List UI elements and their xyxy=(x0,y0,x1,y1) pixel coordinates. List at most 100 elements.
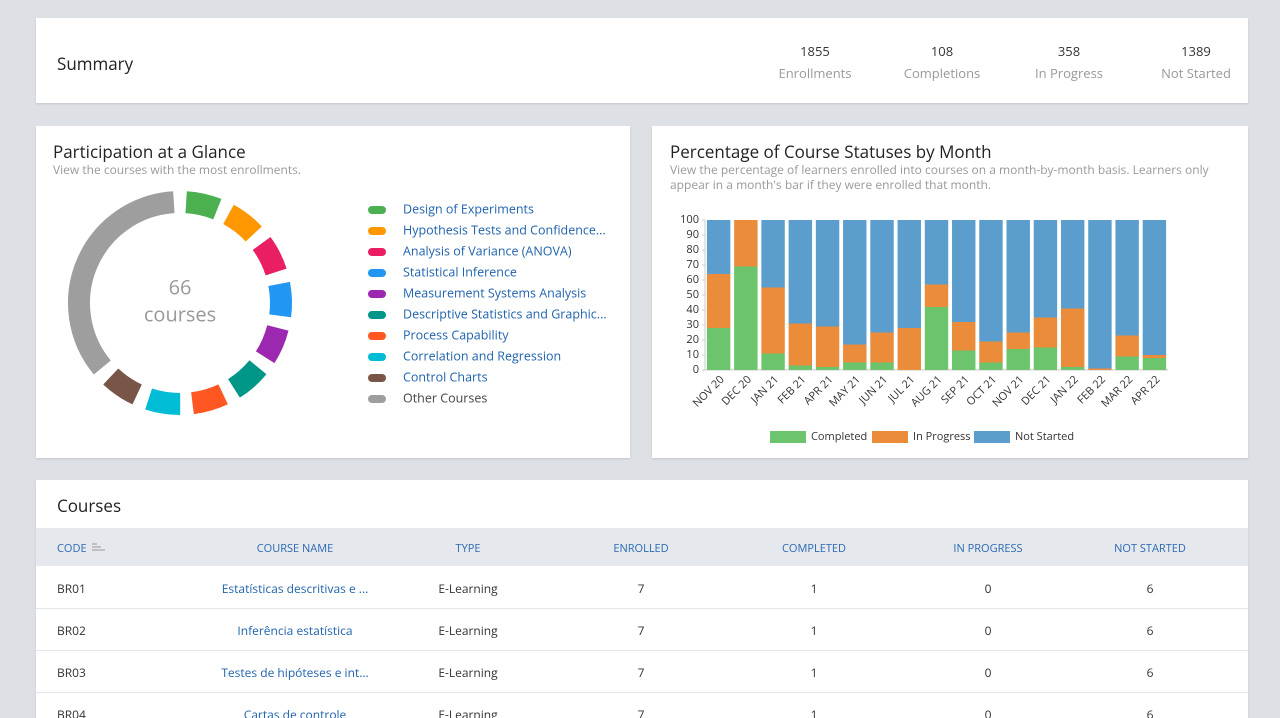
legend-swatch xyxy=(770,431,806,443)
y-tick-label: 90 xyxy=(686,227,699,242)
y-tick-label: 80 xyxy=(686,242,699,257)
y-tick-label: 0 xyxy=(693,362,699,377)
x-tick-label: AUG 21 xyxy=(908,372,946,410)
bar-segment xyxy=(1061,367,1084,370)
donut-segment xyxy=(234,367,258,388)
y-tick-label: 30 xyxy=(686,317,699,332)
y-tick-label: 10 xyxy=(686,347,699,362)
bar-segment xyxy=(925,285,948,308)
bar-segment xyxy=(870,220,893,333)
donut-segment xyxy=(262,243,277,271)
bar-segment xyxy=(870,363,893,371)
bar-segment xyxy=(979,342,1002,363)
legend-label: Not Started xyxy=(1015,429,1074,444)
legend-label[interactable]: Measurement Systems Analysis xyxy=(403,284,586,301)
bar-segment xyxy=(1088,220,1111,369)
legend-swatch xyxy=(872,431,908,443)
legend-swatch xyxy=(368,269,386,277)
bar-segment xyxy=(734,220,757,267)
bar-segment xyxy=(816,367,839,370)
bar-segment xyxy=(1143,220,1166,355)
bar-segment xyxy=(843,220,866,345)
legend-label: Other Courses xyxy=(403,389,487,406)
bar-segment xyxy=(707,328,730,370)
bar-segment xyxy=(898,220,921,328)
bar-segment xyxy=(761,354,784,371)
legend-swatch xyxy=(368,290,386,298)
bar-segment xyxy=(1115,220,1138,336)
donut-segment xyxy=(229,214,254,234)
x-tick-label: DEC 20 xyxy=(718,372,754,408)
legend-label[interactable]: Descriptive Statistics and Graphic... xyxy=(403,305,607,322)
donut-segment xyxy=(279,284,281,316)
legend-label: Completed xyxy=(811,429,867,444)
bar-segment xyxy=(707,274,730,328)
legend-swatch xyxy=(368,395,386,403)
bar-segment xyxy=(843,363,866,371)
legend-swatch xyxy=(368,374,386,382)
bar-segment xyxy=(1006,333,1029,350)
x-tick-label: MAY 21 xyxy=(826,372,864,410)
donut-segment xyxy=(265,328,278,357)
x-tick-label: JAN 21 xyxy=(747,372,782,407)
bar-segment xyxy=(816,220,839,327)
x-tick-label: NOV 20 xyxy=(689,372,727,410)
bar-segment xyxy=(789,220,812,324)
x-tick-label: APR 22 xyxy=(1127,372,1163,408)
y-tick-label: 100 xyxy=(680,212,699,227)
bar-segment xyxy=(707,220,730,274)
bar-segment xyxy=(1088,369,1111,371)
bar-segment xyxy=(761,288,784,354)
legend-label[interactable]: Design of Experiments xyxy=(403,200,534,217)
legend-swatch xyxy=(368,353,386,361)
legend-label: In Progress xyxy=(913,429,971,444)
bar-segment xyxy=(898,328,921,370)
bar-segment xyxy=(816,327,839,368)
bar-segment xyxy=(789,366,812,371)
donut-segment xyxy=(186,202,217,209)
bar-segment xyxy=(1143,355,1166,358)
bar-segment xyxy=(952,351,975,371)
x-tick-label: JUN 21 xyxy=(855,372,891,408)
bar-segment xyxy=(843,345,866,363)
bar-segment xyxy=(925,220,948,285)
bar-segment xyxy=(789,324,812,366)
bar-segment xyxy=(1034,348,1057,371)
y-tick-label: 60 xyxy=(686,272,699,287)
y-tick-label: 20 xyxy=(686,332,699,347)
bar-segment xyxy=(1006,220,1029,333)
bar-segment xyxy=(1006,349,1029,370)
legend-label[interactable]: Hypothesis Tests and Confidence... xyxy=(403,221,606,238)
x-tick-label: DEC 21 xyxy=(1018,372,1054,408)
bar-segment xyxy=(1143,358,1166,370)
donut-segment xyxy=(111,377,137,395)
legend-swatch xyxy=(974,431,1010,443)
bar-segment xyxy=(870,333,893,363)
bar-segment xyxy=(1034,318,1057,348)
bar-segment xyxy=(1034,220,1057,318)
legend-label[interactable]: Analysis of Variance (ANOVA) xyxy=(403,242,572,259)
legend-swatch xyxy=(368,248,386,256)
bar-segment xyxy=(761,220,784,288)
legend-label[interactable]: Control Charts xyxy=(403,368,488,385)
legend-label[interactable]: Process Capability xyxy=(403,326,509,343)
donut-segment xyxy=(79,202,174,367)
bar-segment xyxy=(952,220,975,322)
bar-segment xyxy=(1115,357,1138,371)
legend-label[interactable]: Statistical Inference xyxy=(403,263,517,280)
x-tick-label: JAN 22 xyxy=(1046,372,1081,407)
legend-swatch xyxy=(368,227,386,235)
bar-segment xyxy=(1061,309,1084,368)
bar-segment xyxy=(952,322,975,351)
center-value: 66 xyxy=(169,273,192,300)
center-label: courses xyxy=(144,300,216,327)
y-tick-label: 70 xyxy=(686,257,699,272)
bar-segment xyxy=(979,363,1002,371)
legend-label[interactable]: Correlation and Regression xyxy=(403,347,561,364)
legend-swatch xyxy=(368,311,386,319)
legend-swatch xyxy=(368,332,386,340)
legend-swatch xyxy=(368,206,386,214)
bar-segment xyxy=(925,307,948,370)
